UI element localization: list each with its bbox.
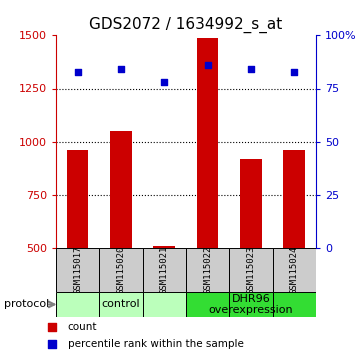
Text: control: control <box>102 299 140 309</box>
FancyBboxPatch shape <box>99 292 143 317</box>
Point <box>161 79 167 85</box>
Text: GSM115022: GSM115022 <box>203 246 212 294</box>
Title: GDS2072 / 1634992_s_at: GDS2072 / 1634992_s_at <box>89 16 283 33</box>
Text: GSM115020: GSM115020 <box>117 246 125 294</box>
FancyBboxPatch shape <box>143 248 186 292</box>
Bar <box>153 246 175 248</box>
FancyBboxPatch shape <box>56 292 99 317</box>
Point <box>291 69 297 74</box>
Point <box>75 69 81 74</box>
Point <box>205 62 210 68</box>
FancyBboxPatch shape <box>99 248 143 292</box>
Text: GSM115024: GSM115024 <box>290 246 299 294</box>
Text: GSM115023: GSM115023 <box>247 246 255 294</box>
Text: DHR96
overexpression: DHR96 overexpression <box>209 293 293 315</box>
Bar <box>197 38 218 248</box>
Text: GSM115021: GSM115021 <box>160 246 169 294</box>
FancyBboxPatch shape <box>273 292 316 317</box>
Text: protocol: protocol <box>4 299 49 309</box>
Bar <box>110 131 132 248</box>
FancyBboxPatch shape <box>56 248 99 292</box>
Bar <box>283 150 305 248</box>
FancyBboxPatch shape <box>229 292 273 317</box>
Point <box>248 67 254 72</box>
Point <box>49 341 55 347</box>
Point <box>118 67 124 72</box>
Text: GSM115017: GSM115017 <box>73 246 82 294</box>
Point <box>49 324 55 329</box>
FancyBboxPatch shape <box>186 248 229 292</box>
FancyBboxPatch shape <box>229 248 273 292</box>
FancyBboxPatch shape <box>186 292 229 317</box>
Bar <box>240 159 262 248</box>
Bar <box>67 150 88 248</box>
Text: count: count <box>68 321 97 332</box>
Text: percentile rank within the sample: percentile rank within the sample <box>68 339 244 349</box>
FancyBboxPatch shape <box>143 292 186 317</box>
FancyBboxPatch shape <box>273 248 316 292</box>
